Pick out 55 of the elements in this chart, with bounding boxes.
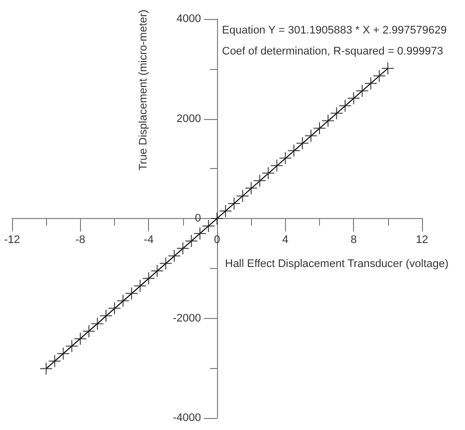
point <box>236 190 250 203</box>
point <box>56 347 70 360</box>
point <box>99 309 112 322</box>
point <box>296 136 309 150</box>
point <box>356 84 369 98</box>
point <box>74 332 87 346</box>
point <box>108 302 121 315</box>
point <box>116 294 130 308</box>
point <box>381 62 394 75</box>
point <box>322 114 335 128</box>
point <box>168 249 181 262</box>
point <box>65 340 78 353</box>
x-tick-label: 4 <box>282 234 288 246</box>
point <box>364 76 378 90</box>
point <box>262 166 275 180</box>
x-axis-title: Hall Effect Displacement Transducer (voltage) <box>225 258 449 270</box>
point <box>184 234 198 248</box>
point <box>253 174 266 188</box>
point <box>330 106 344 120</box>
point <box>40 362 53 376</box>
y-tick-label: -4000 <box>172 412 201 424</box>
point <box>202 219 215 232</box>
x-tick-label: 12 <box>416 234 428 246</box>
point <box>338 99 352 112</box>
point <box>82 324 96 338</box>
point <box>219 204 232 218</box>
point <box>347 92 360 105</box>
point <box>287 144 300 158</box>
point <box>48 354 62 368</box>
annotation: Coef of determination, R-squared = 0.999973 <box>222 46 444 58</box>
point <box>176 242 190 255</box>
point <box>193 226 206 240</box>
x-tick-label: -12 <box>4 234 20 246</box>
x-tick-label: -8 <box>75 234 86 246</box>
annotation: Equation Y = 301.1905883 * X + 2.997579629 <box>222 24 447 36</box>
point <box>150 264 164 278</box>
point <box>278 152 292 165</box>
point <box>134 279 147 292</box>
point <box>244 182 258 195</box>
point <box>159 256 172 270</box>
x-tick-label: 8 <box>350 234 357 246</box>
point <box>372 69 386 82</box>
x-tick-label: -4 <box>144 234 154 246</box>
point <box>210 212 224 225</box>
point <box>90 317 104 330</box>
point <box>142 272 156 285</box>
y-axis-title: True Displacement (micro-meter) <box>138 10 150 170</box>
y-tick-label: 4000 <box>176 13 201 25</box>
point <box>304 129 318 142</box>
point <box>313 122 326 135</box>
point <box>228 197 241 210</box>
y-tick-label: 2000 <box>176 112 201 125</box>
y-tick-label: -2000 <box>172 312 201 324</box>
point <box>270 159 284 172</box>
point <box>125 286 138 300</box>
